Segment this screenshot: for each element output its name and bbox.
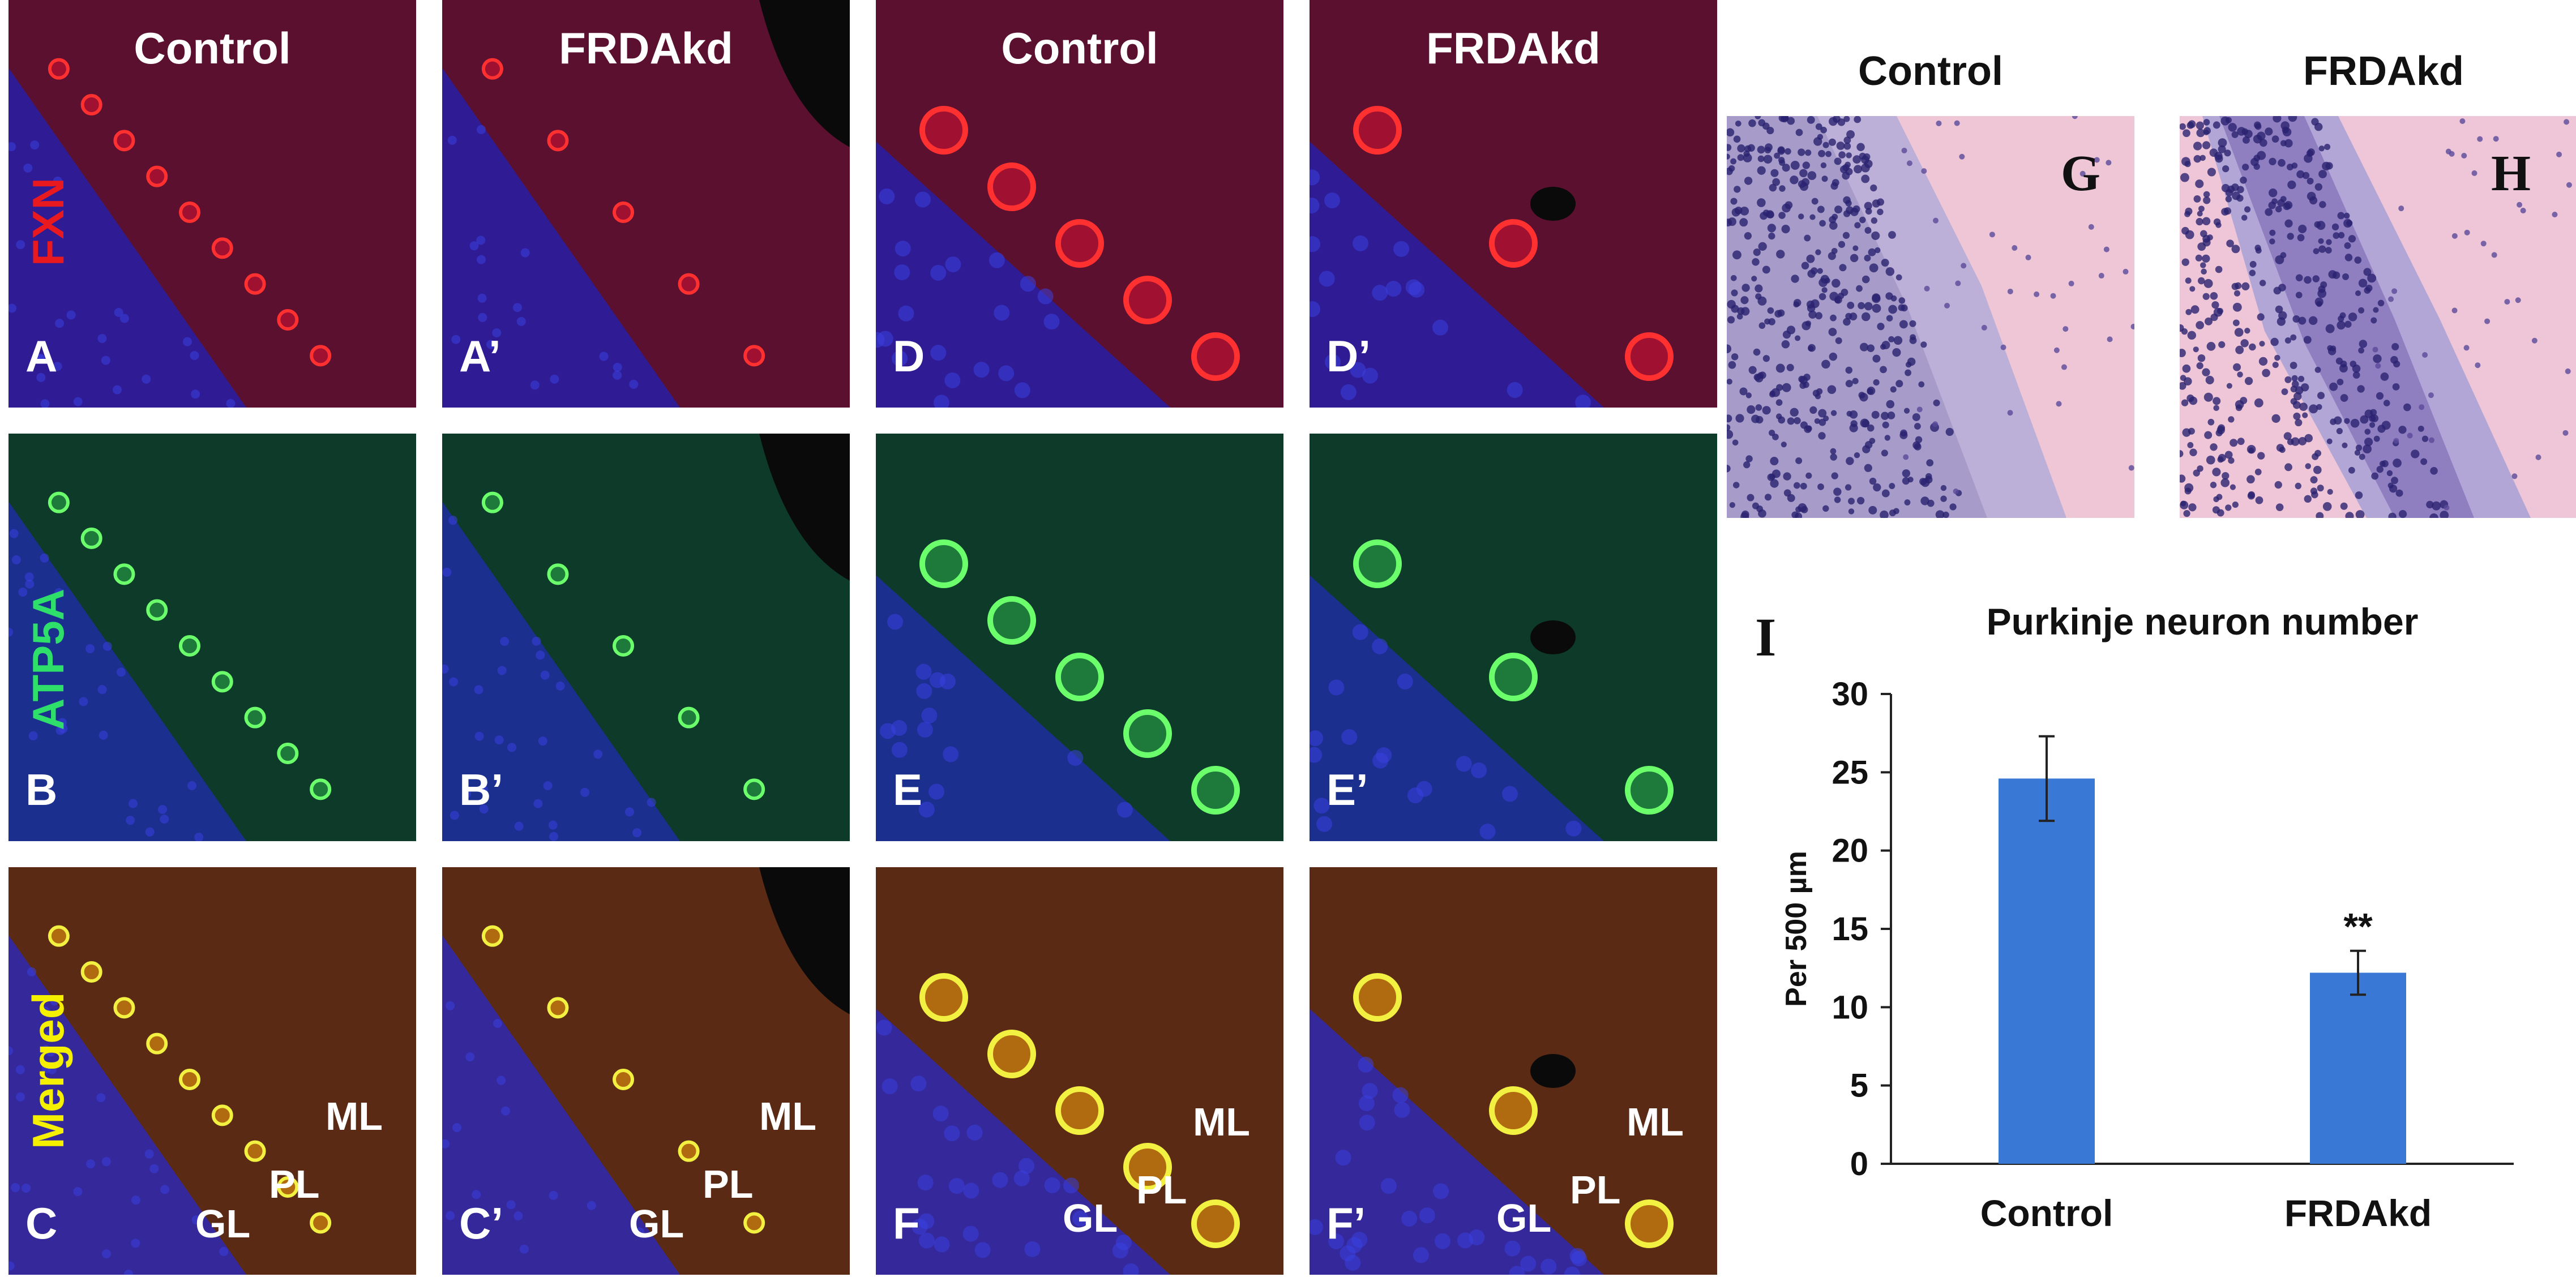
fluor-panel-0-1: FRDAkd A’ <box>442 0 850 408</box>
fluor-panel-1-1: B’ <box>442 434 850 841</box>
panel-letter: B <box>25 765 58 815</box>
panel-letter: C <box>25 1198 58 1248</box>
panel-letter: A <box>25 331 58 381</box>
layer-label-gl: GL <box>1063 1196 1118 1240</box>
layer-label-ml: ML <box>326 1094 383 1138</box>
category-label: Control <box>1980 1192 2113 1234</box>
fluor-image <box>8 434 416 841</box>
he-control-title: Control <box>1858 49 2003 94</box>
fluor-image <box>876 0 1283 408</box>
fluor-panel-1-0: B <box>8 434 416 841</box>
y-tick-label: 10 <box>1832 989 1868 1026</box>
layer-label-gl: GL <box>629 1202 684 1246</box>
he-control-tissue <box>1727 116 2134 518</box>
row-label-atp5a: ATP5A <box>23 589 73 730</box>
fluor-image <box>442 434 850 841</box>
layer-label-ml: ML <box>759 1094 817 1138</box>
fluor-panel-2-3: F’ ML PL GL <box>1310 867 1717 1275</box>
chart-panel-letter: I <box>1755 607 1777 667</box>
y-tick-label: 0 <box>1850 1146 1868 1182</box>
y-tick-label: 5 <box>1850 1068 1868 1104</box>
bar-chart: 0 5 10 15 20 25 30 Per 500 µm Control FRDAkd ** <box>1780 676 2514 1234</box>
panel-letter: C’ <box>459 1198 503 1248</box>
layer-label-pl: PL <box>1570 1168 1621 1212</box>
bar-frdakd <box>2310 972 2406 1164</box>
column-title-1: FRDAkd <box>559 23 733 73</box>
fluor-image <box>442 0 850 408</box>
he-control-letter: G <box>2060 145 2100 202</box>
fluor-image <box>876 867 1283 1275</box>
layer-label-ml: ML <box>1627 1100 1684 1144</box>
panel-letter: F’ <box>1326 1198 1366 1248</box>
fluor-image <box>442 867 850 1275</box>
y-tick-label: 30 <box>1832 676 1868 713</box>
fluor-panel-0-3: FRDAkd D’ <box>1310 0 1717 408</box>
fluor-image <box>1310 434 1717 841</box>
panel-letter: D <box>893 331 925 381</box>
bar-control <box>1999 778 2095 1164</box>
fluor-image <box>8 867 416 1275</box>
he-control-image: G <box>1727 116 2134 518</box>
column-title-2: Control <box>1001 23 1158 73</box>
panel-letter: E <box>893 765 923 815</box>
layer-label-pl: PL <box>269 1162 320 1206</box>
layer-label-pl: PL <box>703 1162 754 1206</box>
panel-letter: D’ <box>1326 331 1371 381</box>
fluor-panel-0-2: Control D <box>876 0 1283 408</box>
fluor-panel-2-1: C’ ML PL GL <box>442 867 850 1275</box>
panel-letter: B’ <box>459 765 503 815</box>
panel-letter: A’ <box>459 331 501 381</box>
layer-label-ml: ML <box>1193 1100 1251 1144</box>
row-label-merged: Merged <box>23 992 73 1149</box>
layer-label-gl: GL <box>195 1202 251 1246</box>
fluor-image <box>1310 0 1717 408</box>
y-axis-label: Per 500 µm <box>1780 851 1813 1007</box>
panel-letter: E’ <box>1326 765 1368 815</box>
fluor-panel-1-3: E’ <box>1310 434 1717 841</box>
column-title-3: FRDAkd <box>1426 23 1601 73</box>
chart-title: Purkinje neuron number <box>1986 601 2419 642</box>
panel-letter: F <box>893 1198 920 1248</box>
he-frdakd-tissue <box>2180 116 2576 518</box>
fluor-panel-2-0: C ML PL GL <box>8 867 416 1275</box>
fluor-panel-1-2: E <box>876 434 1283 841</box>
y-tick-label: 15 <box>1832 911 1868 948</box>
y-tick-label: 25 <box>1832 754 1868 791</box>
y-tick-label: 20 <box>1832 833 1868 869</box>
row-label-fxn: FXN <box>23 178 73 266</box>
he-frdakd-image: H <box>2180 116 2576 518</box>
fluor-panel-2-2: F ML PL GL <box>876 867 1283 1275</box>
fluor-image <box>876 434 1283 841</box>
fluor-panel-0-0: Control A <box>8 0 416 408</box>
layer-label-pl: PL <box>1136 1168 1187 1212</box>
layer-label-gl: GL <box>1496 1196 1552 1240</box>
fluor-image <box>1310 867 1717 1275</box>
category-label: FRDAkd <box>2284 1192 2432 1234</box>
significance-annotation: ** <box>2343 906 2373 948</box>
he-frdakd-title: FRDAkd <box>2303 49 2464 94</box>
he-frdakd-letter: H <box>2491 145 2531 202</box>
column-title-0: Control <box>134 23 291 73</box>
fluor-image <box>8 0 416 408</box>
